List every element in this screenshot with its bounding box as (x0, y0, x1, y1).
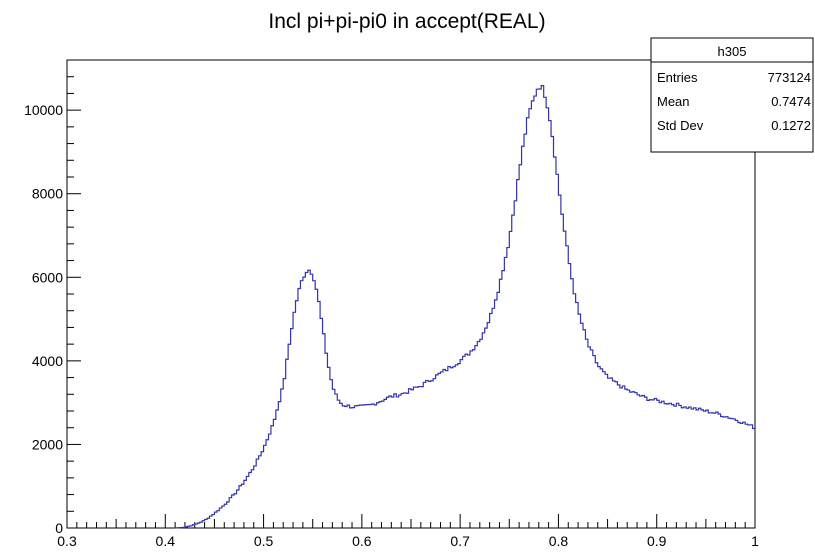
x-tick-label: 0.8 (549, 533, 569, 549)
chart-title: Incl pi+pi-pi0 in accept(REAL) (268, 10, 545, 33)
x-tick-label: 0.7 (450, 533, 470, 549)
stats-value-stddev: 0.1272 (771, 118, 811, 133)
x-tick-label: 0.4 (156, 533, 176, 549)
x-tick-label: 0.6 (352, 533, 372, 549)
y-tick-label: 0 (55, 520, 63, 536)
y-tick-label: 6000 (32, 269, 63, 285)
y-tick-label: 4000 (32, 353, 63, 369)
stats-box-frame (650, 37, 814, 153)
y-tick-label: 2000 (32, 436, 63, 452)
stats-label-entries: Entries (657, 70, 698, 85)
stats-label-stddev: Std Dev (657, 118, 704, 133)
stats-value-entries: 773124 (768, 70, 811, 85)
y-tick-label: 8000 (32, 186, 63, 202)
axis-ticks (66, 59, 756, 529)
tick-labels: 0.3 0.4 0.5 0.6 0.7 0.8 0.9 1 0 2000 4000 6000 8000 1… (24, 102, 759, 549)
stats-box-name: h305 (718, 44, 747, 59)
stats-label-mean: Mean (657, 94, 690, 109)
x-tick-label: 0.5 (254, 533, 274, 549)
histogram-line (174, 84, 755, 529)
stats-value-mean: 0.7474 (771, 94, 811, 109)
stats-box: h305 Entries 773124 Mean 0.7474 Std Dev … (650, 37, 814, 153)
x-tick-label: 1 (751, 533, 759, 549)
y-tick-label: 10000 (24, 102, 63, 118)
x-tick-label: 0.9 (647, 533, 667, 549)
x-tick-label: 0.3 (57, 533, 77, 549)
